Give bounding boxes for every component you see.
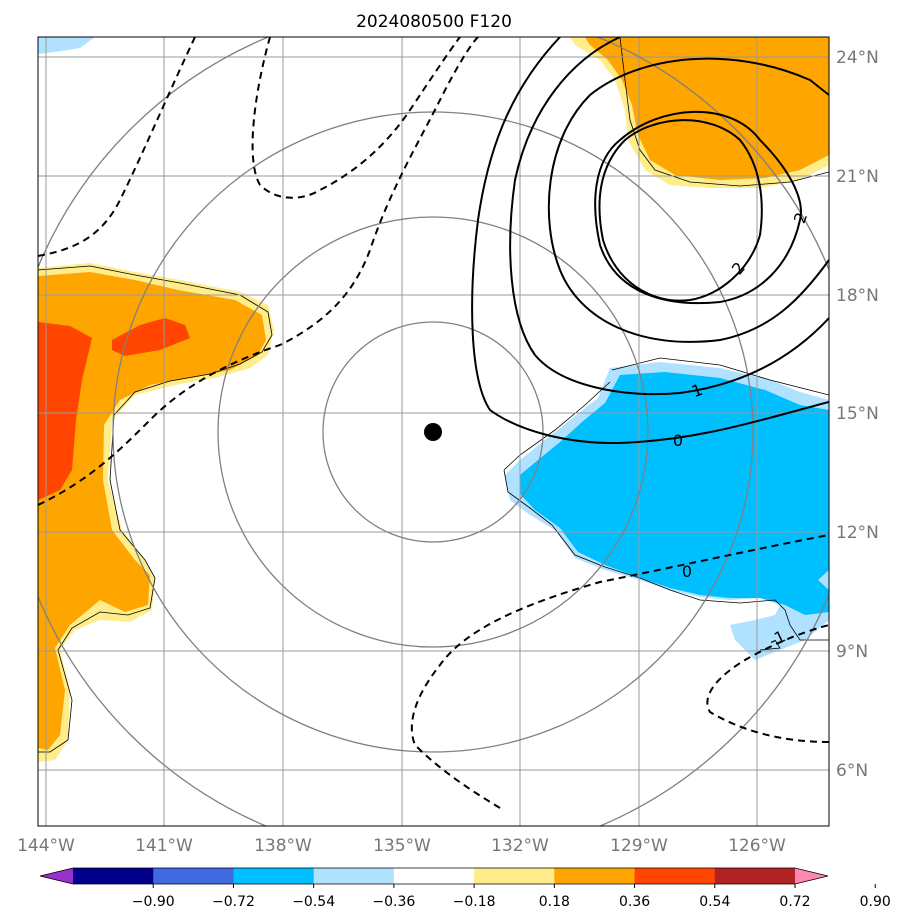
colorbar-segment — [233, 868, 315, 884]
colorbar-extend-low — [40, 868, 73, 884]
colorbar-segment — [634, 868, 716, 884]
lat-label: 12°N — [836, 523, 879, 543]
colorbar-tick-label: 0.72 — [779, 894, 810, 910]
colorbar-segment — [73, 868, 154, 884]
lon-label: 141°W — [135, 836, 193, 856]
colorbar-tick-label: −0.72 — [212, 894, 255, 910]
lon-label: 129°W — [610, 836, 668, 856]
lon-label: 126°W — [728, 836, 786, 856]
colorbar-extend-high — [795, 868, 828, 884]
map-border — [37, 36, 830, 827]
plot-title: 2024080500 F120 — [356, 12, 512, 32]
longitude-labels: 144°W 141°W 138°W 135°W 132°W 129°W 126°… — [17, 836, 786, 856]
colorbar-outline — [39, 867, 829, 885]
negative-anomaly-southeast — [505, 362, 829, 660]
lon-label: 132°W — [491, 836, 549, 856]
lat-label: 6°N — [836, 761, 868, 781]
colorbar-tick-label: 0.18 — [539, 894, 570, 910]
colorbar-tick-label: −0.18 — [453, 894, 496, 910]
negative-anomaly-northwest-corner — [38, 37, 95, 54]
colorbar-segment — [313, 868, 395, 884]
latitude-labels: 24°N 21°N 18°N 15°N 12°N 9°N 6°N — [836, 48, 879, 781]
colorbar: −0.90 −0.72 −0.54 −0.36 −0.18 0.18 0.36 0.54 0.7… — [39, 867, 891, 910]
lat-label: 18°N — [836, 286, 879, 306]
colorbar-tick-label: 0.36 — [619, 894, 650, 910]
colorbar-segment — [714, 868, 796, 884]
lon-label: 135°W — [373, 836, 431, 856]
lon-label: 138°W — [254, 836, 312, 856]
lat-label: 15°N — [836, 404, 879, 424]
dashed-contours — [38, 37, 829, 809]
lat-label: 9°N — [836, 642, 868, 662]
colorbar-tick-label: −0.90 — [132, 894, 175, 910]
colorbar-segment — [393, 868, 475, 884]
contour-label-0-solid: 0 — [673, 431, 683, 450]
contour-label-0-dashed: 0 — [682, 562, 692, 581]
lat-label: 24°N — [836, 48, 879, 68]
colorbar-tick-label: 0.54 — [699, 894, 730, 910]
lon-label: 144°W — [17, 836, 75, 856]
solid-contours — [471, 37, 829, 445]
positive-anomaly-west — [38, 263, 274, 762]
shading-outlines — [38, 37, 829, 753]
colorbar-segment — [554, 868, 636, 884]
storm-center-marker — [424, 423, 442, 441]
colorbar-segment — [153, 868, 234, 884]
colorbar-tick-label: 0.90 — [860, 894, 891, 910]
colorbar-tick-label: −0.36 — [372, 894, 415, 910]
map-panel: 2 2 1 0 0 -1 — [38, 37, 829, 826]
colorbar-segment — [474, 868, 555, 884]
colorbar-tick-label: −0.54 — [292, 894, 335, 910]
contour-label-neg1: -1 — [766, 626, 788, 650]
lat-label: 21°N — [836, 167, 879, 187]
graticule — [38, 37, 829, 826]
